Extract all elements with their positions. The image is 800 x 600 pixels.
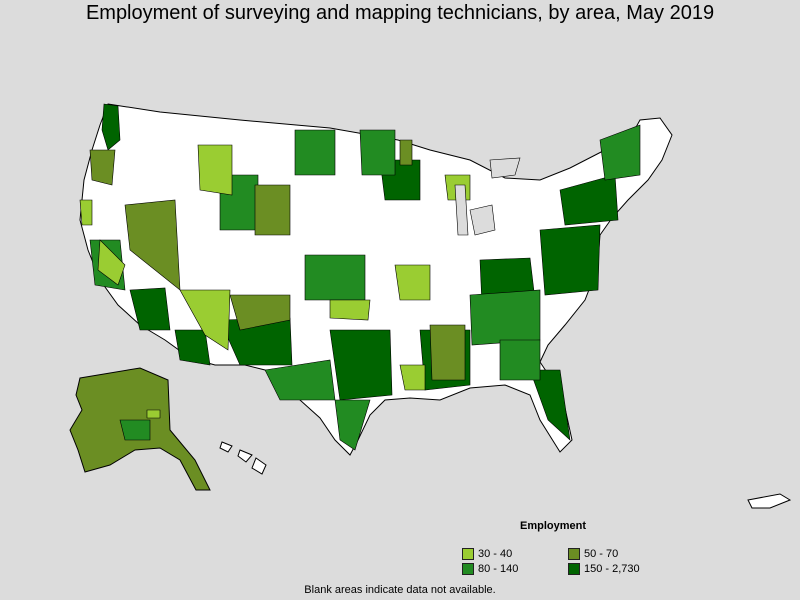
legend-label: 150 - 2,730	[584, 563, 640, 575]
legend-item-50-70: 50 - 70	[568, 548, 678, 560]
legend-title: Employment	[520, 520, 587, 532]
legend-swatch	[568, 548, 580, 560]
legend-swatch	[462, 563, 474, 575]
footnote: Blank areas indicate data not available.	[304, 584, 496, 596]
legend-item-80-140: 80 - 140	[462, 563, 568, 575]
legend: Employment 30 - 40 50 - 70 80 - 140 150 …	[462, 520, 682, 575]
legend-label: 50 - 70	[584, 548, 619, 560]
legend-item-150-2730: 150 - 2,730	[568, 563, 678, 575]
great-lakes	[454, 157, 521, 236]
legend-swatch	[568, 563, 580, 575]
legend-item-30-40: 30 - 40	[462, 548, 568, 560]
area-regions	[79, 103, 641, 451]
legend-label: 80 - 140	[478, 563, 519, 575]
legend-swatch	[462, 548, 474, 560]
puerto-rico-outline	[747, 493, 792, 509]
legend-label: 30 - 40	[478, 548, 513, 560]
map-title: Employment of surveying and mapping tech…	[85, 2, 715, 24]
hawaii-outline	[219, 441, 267, 475]
